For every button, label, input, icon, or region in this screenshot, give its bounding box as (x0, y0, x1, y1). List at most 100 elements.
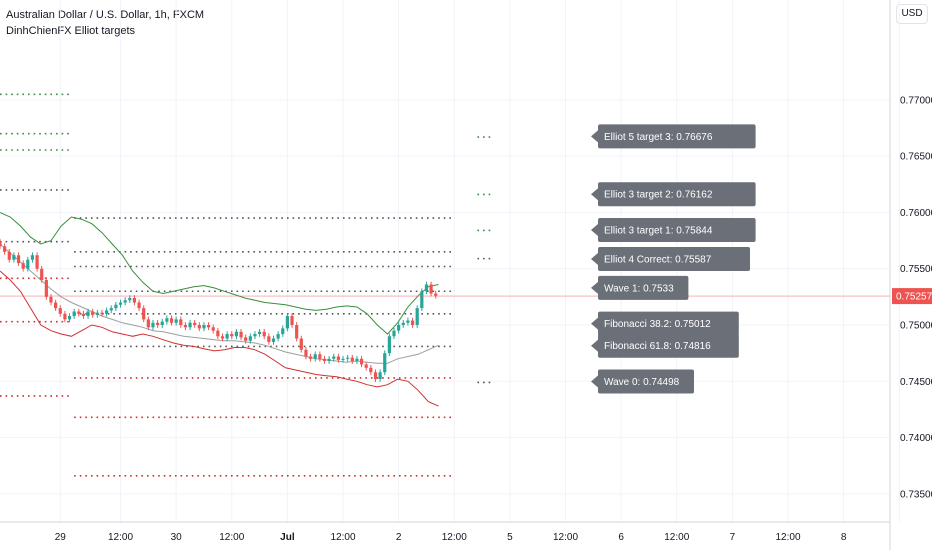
candle-body (410, 320, 415, 326)
candle-body (253, 334, 257, 337)
candle-body (397, 325, 401, 331)
level-label-pointer (591, 224, 598, 237)
last-price-tag-label: 0.75257 (896, 292, 932, 303)
candle-body (364, 364, 368, 368)
candle-body (109, 308, 113, 311)
candle-body (123, 300, 127, 303)
candle-body (308, 356, 313, 359)
level-label[interactable]: Fibonacci 38.2: 0.75012 (591, 311, 739, 336)
time-tick-label: 7 (730, 532, 736, 543)
level-label[interactable]: Wave 1: 0.7533 (591, 275, 689, 300)
currency-button[interactable]: USD (896, 4, 928, 24)
candle-body (151, 322, 155, 328)
candle-body (429, 284, 433, 294)
level-label-box (598, 218, 756, 243)
level-label-box (598, 333, 739, 358)
candle-body (49, 296, 53, 303)
time-tick-label: Jul (280, 532, 295, 543)
level-label[interactable]: Elliot 3 target 2: 0.76162 (591, 182, 756, 207)
indicator-title[interactable]: DinhChienFX Elliot targets (6, 25, 136, 37)
candle-body (420, 291, 424, 309)
band-upper-line (0, 212, 439, 335)
level-label[interactable]: Elliot 5 target 3: 0.76676 (591, 124, 756, 149)
candle-body (179, 319, 183, 326)
candle-body (304, 349, 308, 357)
level-label[interactable]: Fibonacci 61.8: 0.74816 (591, 333, 739, 358)
time-tick-label: 12:00 (108, 532, 133, 543)
level-label-text: Elliot 4 Correct: 0.75587 (604, 254, 712, 265)
candle-body (77, 311, 81, 314)
level-label-text: Elliot 3 target 2: 0.76162 (604, 190, 713, 201)
candle-body (387, 336, 391, 354)
candle-body (188, 322, 192, 328)
candle-body (336, 356, 340, 360)
candle-body (285, 316, 289, 329)
candle-body (91, 311, 95, 315)
candle-body (318, 354, 322, 359)
level-label-box (598, 124, 756, 149)
time-tick-label: 2 (396, 532, 402, 543)
candle-body (281, 328, 285, 335)
candle-body (86, 311, 90, 317)
candle-body (211, 327, 215, 331)
level-label-box (598, 182, 756, 207)
candle-body (26, 259, 30, 269)
candle-body (350, 357, 354, 362)
candle-body (137, 302, 141, 309)
candle-body (230, 334, 234, 337)
candle-body (220, 336, 225, 339)
candle-body (244, 337, 248, 341)
candle-body (30, 255, 35, 260)
candle-body (359, 358, 364, 365)
candle-body (63, 313, 67, 320)
candle-body (81, 313, 86, 317)
candle-body (40, 268, 44, 280)
candle-body (373, 372, 378, 380)
level-label[interactable]: Wave 0: 0.74498 (591, 369, 694, 394)
level-label[interactable]: Elliot 3 target 1: 0.75844 (591, 218, 756, 243)
candle-body (383, 353, 387, 373)
time-tick-label: 12:00 (664, 532, 689, 543)
candle-body (434, 293, 438, 296)
candle-body (44, 280, 48, 297)
candle-body (369, 367, 373, 373)
candle-body (257, 331, 262, 335)
candle-body (132, 298, 137, 303)
candle-body (206, 325, 211, 328)
time-tick-label: 6 (618, 532, 624, 543)
candle-body (401, 322, 405, 326)
candle-body (299, 338, 303, 350)
candle-body (100, 312, 104, 314)
level-label[interactable]: Elliot 4 Correct: 0.75587 (591, 246, 750, 271)
candle-body (160, 321, 164, 326)
level-label-pointer (591, 339, 598, 352)
candle-body (95, 312, 99, 315)
candle-body (118, 302, 123, 305)
time-tick-label: 12:00 (553, 532, 578, 543)
level-label-pointer (591, 281, 598, 294)
level-label-text: Fibonacci 61.8: 0.74816 (604, 341, 711, 352)
candle-body (183, 325, 188, 328)
time-tick-label: 30 (171, 532, 183, 543)
candle-body (202, 325, 206, 329)
symbol-title[interactable]: Australian Dollar / U.S. Dollar, 1h, FXC… (6, 9, 205, 21)
level-label-text: Wave 1: 0.7533 (604, 283, 674, 294)
time-tick-label: 5 (507, 532, 513, 543)
level-label-text: Wave 0: 0.74498 (604, 377, 680, 388)
level-label-pointer (591, 188, 598, 201)
candle-body (3, 246, 7, 252)
candle-body (54, 302, 58, 309)
candle-body (16, 255, 21, 264)
level-label-pointer (591, 375, 598, 388)
level-label-pointer (591, 252, 598, 265)
candle-body (21, 263, 25, 269)
candle-body (58, 308, 62, 314)
candle-body (276, 334, 280, 339)
